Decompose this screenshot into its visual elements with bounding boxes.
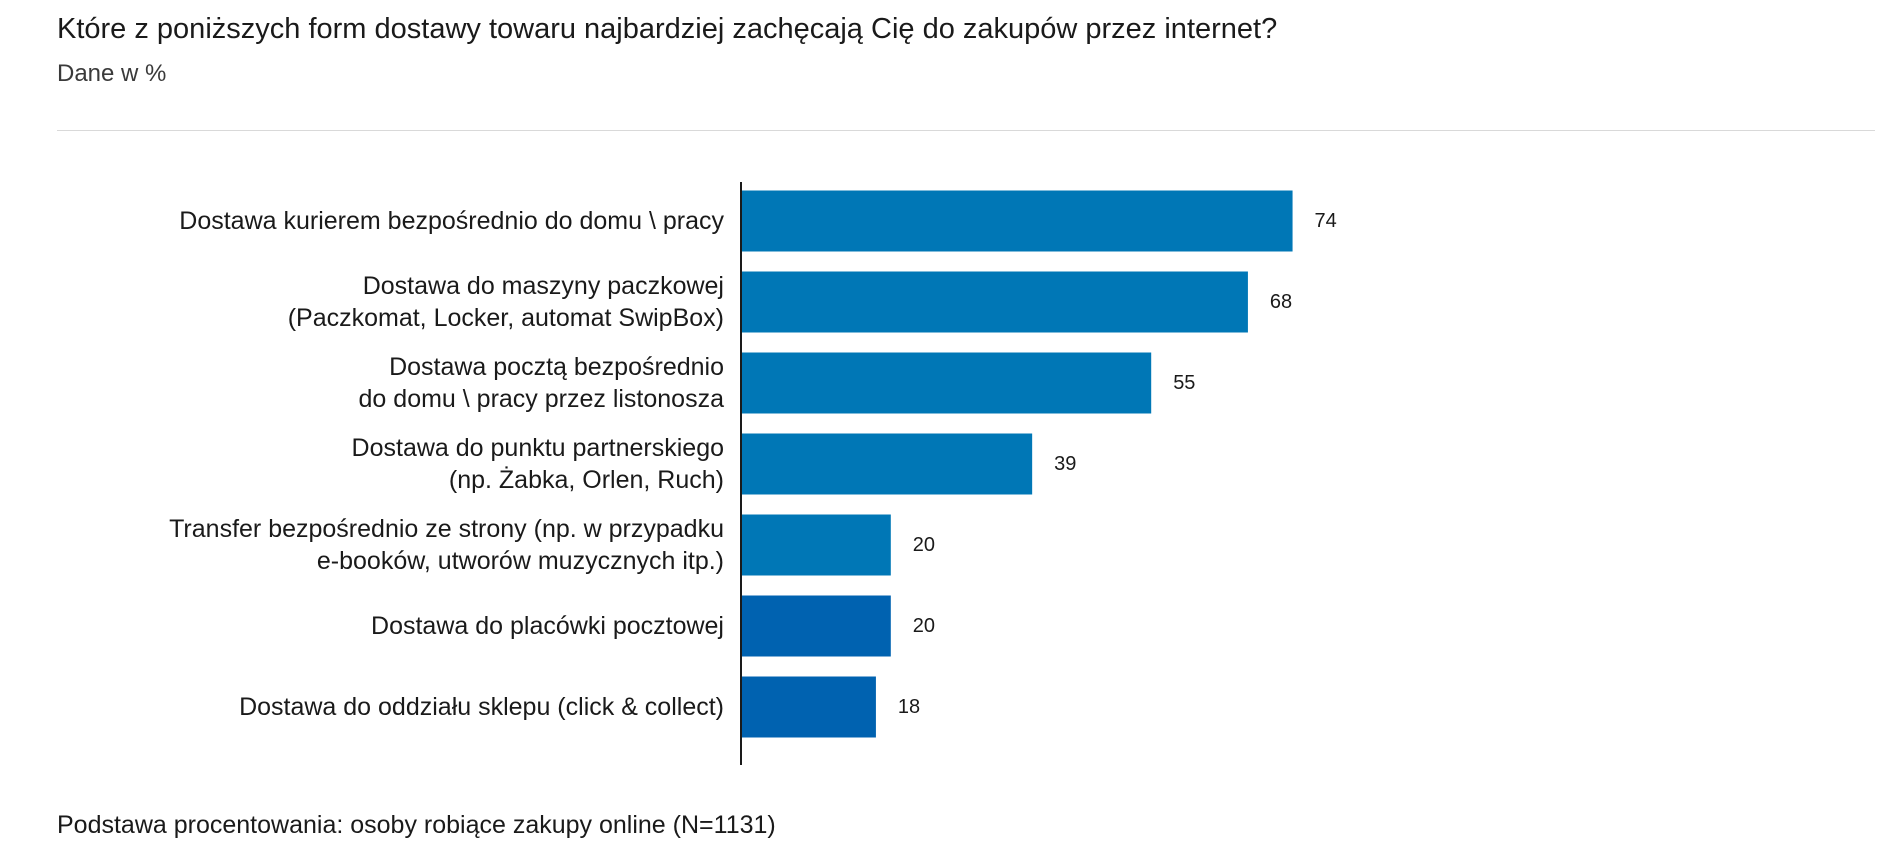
category-label-4-line-2: (np. Żabka, Orlen, Ruch) [449,465,724,494]
value-label-2: 68 [1270,291,1292,313]
category-labels-group: Dostawa kurierem bezpośrednio do domu \ … [169,207,724,721]
bar-5 [742,514,891,576]
bar-2 [742,271,1248,333]
value-label-5: 20 [913,534,935,556]
category-label-2-line-1: Dostawa do maszyny paczkowej [363,272,724,300]
bar-6 [742,595,891,657]
footnote: Podstawa procentowania: osoby robiące za… [57,811,776,839]
category-label-3-line-2: do domu \ pracy przez listonosza [359,385,725,413]
category-label-5-line-2: e-booków, utworów muzycznych itp.) [317,547,724,575]
bar-7 [742,676,876,738]
chart-subtitle: Dane w % [57,60,167,87]
category-label-2-line-2: (Paczkomat, Locker, automat SwipBox) [288,304,724,332]
value-label-4: 39 [1054,453,1076,475]
bar-1 [742,190,1293,252]
value-label-6: 20 [913,615,935,637]
category-label-5-line-1: Transfer bezpośrednio ze strony (np. w p… [169,515,724,543]
category-label-6: Dostawa do placówki pocztowej [371,612,724,640]
category-label-1: Dostawa kurierem bezpośrednio do domu \ … [179,207,724,235]
value-label-1: 74 [1315,210,1337,232]
category-label-4-line-1: Dostawa do punktu partnerskiego [352,434,724,462]
bars-group [742,190,1293,738]
header-divider [57,130,1875,131]
value-label-3: 55 [1173,372,1195,394]
chart-title: Które z poniższych form dostawy towaru n… [57,13,1278,45]
category-label-3-line-1: Dostawa pocztą bezpośrednio [389,353,724,381]
bar-3 [742,352,1152,414]
category-label-7: Dostawa do oddziału sklepu (click & coll… [239,693,724,721]
bar-4 [742,433,1033,495]
value-label-7: 18 [898,696,920,718]
value-labels-group: 74 68 55 39 20 20 18 [898,210,1337,718]
